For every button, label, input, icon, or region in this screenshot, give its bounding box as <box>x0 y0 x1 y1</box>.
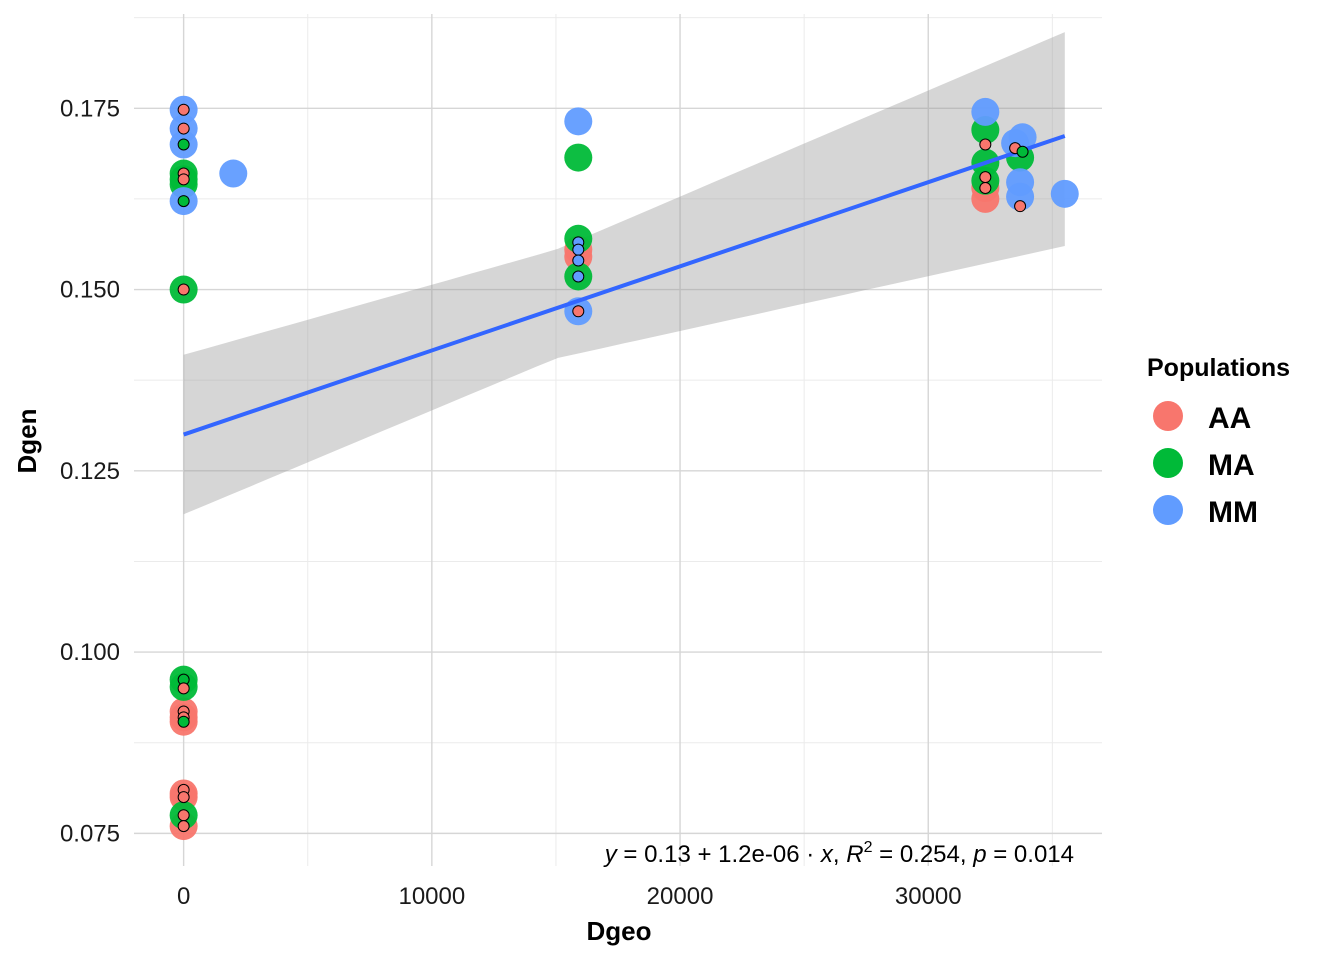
legend-label-mm: MM <box>1208 496 1258 529</box>
point-ma <box>564 143 593 172</box>
inner-point <box>1014 200 1027 213</box>
inner-point <box>177 103 190 116</box>
legend-item-aa: AA <box>1153 401 1251 435</box>
x-tick-label: 20000 <box>647 883 714 910</box>
eq-x-var: x <box>820 841 834 868</box>
point-mm <box>971 97 1000 126</box>
legend-label-ma: MA <box>1208 449 1255 482</box>
y-tick-label: 0.125 <box>60 458 120 485</box>
point-mm <box>219 159 248 188</box>
inner-point <box>177 122 190 135</box>
y-tick-labels: 0.075 0.100 0.125 0.150 0.175 <box>60 95 120 847</box>
eq-p-val: = 0.014 <box>987 841 1074 868</box>
legend-label-aa: AA <box>1208 402 1251 435</box>
eq-mid: = 0.13 + 1.2e-06 · <box>617 841 821 868</box>
regression-equation: y = 0.13 + 1.2e-06 · x, R2 = 0.254, p = … <box>603 839 1074 868</box>
regression-line <box>182 134 1066 437</box>
inner-point <box>177 809 190 822</box>
inner-point <box>177 195 190 208</box>
inner-point <box>177 138 190 151</box>
inner-point <box>572 305 585 318</box>
minor-gridlines <box>134 14 1102 866</box>
y-tick-label: 0.100 <box>60 639 120 666</box>
inner-point <box>177 715 190 728</box>
inner-point <box>177 682 190 695</box>
confidence-band <box>183 32 1065 515</box>
legend-item-mm: MM <box>1153 495 1258 529</box>
eq-y-var: y <box>603 841 619 868</box>
x-tick-label: 0 <box>177 883 190 910</box>
inner-points <box>177 103 1029 833</box>
inner-point <box>177 283 190 296</box>
regression-line-path <box>182 134 1066 437</box>
point-mm <box>1006 182 1035 211</box>
x-tick-labels: 0 10000 20000 30000 <box>177 883 962 910</box>
legend-key-ma <box>1153 448 1183 478</box>
y-tick-label: 0.075 <box>60 820 120 847</box>
inner-point <box>979 182 992 195</box>
eq-r-val: = 0.254, <box>872 841 973 868</box>
eq-p-var: p <box>972 841 986 868</box>
inner-point <box>1016 145 1029 158</box>
y-tick-label: 0.175 <box>60 95 120 122</box>
point-mm <box>564 107 593 136</box>
eq-r-var: R <box>846 841 863 868</box>
inner-point <box>572 254 585 267</box>
legend: Populations AA MA MM <box>1147 354 1290 529</box>
inner-point <box>979 138 992 151</box>
legend-title: Populations <box>1147 354 1290 382</box>
x-tick-label: 10000 <box>398 883 465 910</box>
legend-item-ma: MA <box>1153 448 1255 482</box>
point-mm <box>1050 179 1079 208</box>
legend-key-aa <box>1153 401 1183 431</box>
eq-sep: , <box>833 841 846 868</box>
x-axis-title: Dgeo <box>587 916 652 946</box>
inner-point <box>177 173 190 186</box>
legend-key-mm <box>1153 495 1183 525</box>
y-axis-title: Dgen <box>12 409 42 474</box>
inner-point <box>572 243 585 256</box>
eq-r-sup: 2 <box>864 839 873 856</box>
inner-point <box>572 270 585 283</box>
x-tick-label: 30000 <box>895 883 962 910</box>
inner-point <box>979 171 992 184</box>
confidence-band-area <box>183 32 1065 515</box>
inner-point <box>177 791 190 804</box>
y-tick-label: 0.150 <box>60 277 120 304</box>
inner-point <box>177 820 190 833</box>
